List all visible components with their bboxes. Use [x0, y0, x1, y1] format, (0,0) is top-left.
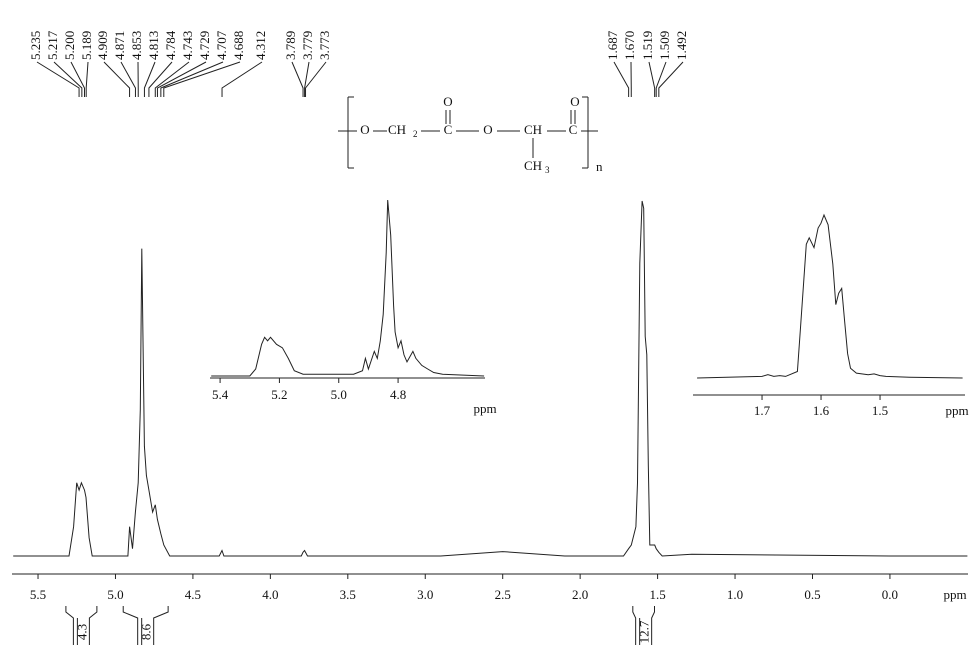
- peak-leader: [163, 61, 241, 97]
- spectrum-line: [697, 213, 963, 379]
- peak-leader: [103, 61, 131, 97]
- peak-leader: [291, 61, 304, 97]
- integral-range: [632, 606, 637, 645]
- x-tick-label: 3.0: [417, 587, 433, 602]
- x-tick-label: 5.4: [212, 387, 229, 402]
- peak-leader: [70, 61, 85, 97]
- integral-value: 4.3: [74, 624, 89, 640]
- peak-label: 5.235: [28, 31, 43, 60]
- peak-leader: [648, 61, 656, 97]
- integral-value: 12.7: [637, 620, 652, 643]
- x-tick-label: 1.0: [727, 587, 743, 602]
- integral-range: [65, 606, 74, 645]
- x-tick-label: 4.0: [262, 587, 278, 602]
- atom: CH: [524, 122, 542, 137]
- integral-value: 8.6: [139, 623, 154, 640]
- peak-leader: [148, 61, 173, 97]
- peak-label: 1.492: [674, 31, 689, 60]
- x-tick-label: 1.5: [649, 587, 665, 602]
- peak-label: 1.687: [605, 30, 620, 60]
- peak-label: 3.789: [283, 31, 298, 60]
- peak-label: 5.217: [45, 30, 60, 60]
- structure: O CH 2 C O O CH C O CH 3 n: [338, 94, 603, 175]
- peak-leader: [156, 61, 207, 97]
- atom: C: [444, 122, 453, 137]
- x-axis-label: ppm: [943, 587, 966, 602]
- atom: CH: [524, 158, 542, 173]
- peak-label: 4.729: [197, 31, 212, 60]
- x-tick-label: 1.5: [872, 403, 888, 418]
- x-tick-label: 5.0: [331, 387, 347, 402]
- peak-label: 5.200: [62, 31, 77, 60]
- x-axis-label: ppm: [945, 403, 968, 418]
- peak-leader: [85, 61, 89, 97]
- peak-label: 1.670: [622, 31, 637, 60]
- x-tick-label: 4.8: [390, 387, 406, 402]
- atom: CH: [388, 122, 406, 137]
- x-tick-label: 4.5: [185, 587, 201, 602]
- spectrum-line: [13, 200, 968, 557]
- peak-label: 4.743: [180, 31, 195, 60]
- peak-leader: [658, 61, 684, 97]
- peak-label: 4.688: [231, 31, 246, 60]
- integral-range: [153, 606, 169, 645]
- peak-label: 4.871: [112, 31, 127, 60]
- peak-label: 4.312: [253, 31, 268, 60]
- peak-leader: [36, 61, 80, 97]
- peak-leader: [304, 61, 310, 97]
- subscript: 2: [413, 129, 418, 139]
- peak-label: 3.779: [300, 31, 315, 60]
- peak-label: 4.813: [146, 31, 161, 60]
- x-tick-label: 0.0: [882, 587, 898, 602]
- peak-label: 1.519: [640, 31, 655, 60]
- peak-leader: [613, 61, 630, 97]
- x-tick-label: 1.6: [813, 403, 830, 418]
- atom: O: [570, 94, 579, 109]
- x-tick-label: 5.5: [30, 587, 46, 602]
- x-tick-label: 2.5: [495, 587, 511, 602]
- peak-leader: [160, 61, 224, 97]
- repeat-n: n: [596, 159, 603, 174]
- x-tick-label: 1.7: [754, 403, 771, 418]
- x-axis-label: ppm: [473, 401, 496, 416]
- atom: O: [483, 122, 492, 137]
- x-tick-label: 5.2: [271, 387, 287, 402]
- x-tick-label: 3.5: [340, 587, 356, 602]
- atom: O: [360, 122, 369, 137]
- peak-label: 1.509: [657, 31, 672, 60]
- peak-leader: [143, 61, 156, 97]
- atom: C: [569, 122, 578, 137]
- peak-label: 4.909: [95, 31, 110, 60]
- peak-leader: [53, 61, 83, 97]
- peak-leader: [655, 61, 667, 97]
- atom: O: [443, 94, 452, 109]
- peak-label: 3.773: [317, 31, 332, 60]
- peak-leader: [154, 61, 190, 97]
- peak-label: 4.784: [163, 30, 178, 60]
- spectrum-line: [211, 199, 485, 377]
- peak-leader: [120, 61, 136, 97]
- subscript: 3: [545, 165, 550, 175]
- peak-leader: [305, 61, 327, 97]
- peak-label: 4.707: [214, 30, 229, 60]
- x-tick-label: 0.5: [804, 587, 820, 602]
- peak-leader: [221, 61, 263, 97]
- x-tick-label: 2.0: [572, 587, 588, 602]
- integral-range: [88, 606, 98, 645]
- x-tick-label: 5.0: [107, 587, 123, 602]
- peak-label: 4.853: [129, 31, 144, 60]
- peak-label: 5.189: [79, 31, 94, 60]
- integral-range: [651, 606, 655, 645]
- integral-range: [122, 606, 139, 645]
